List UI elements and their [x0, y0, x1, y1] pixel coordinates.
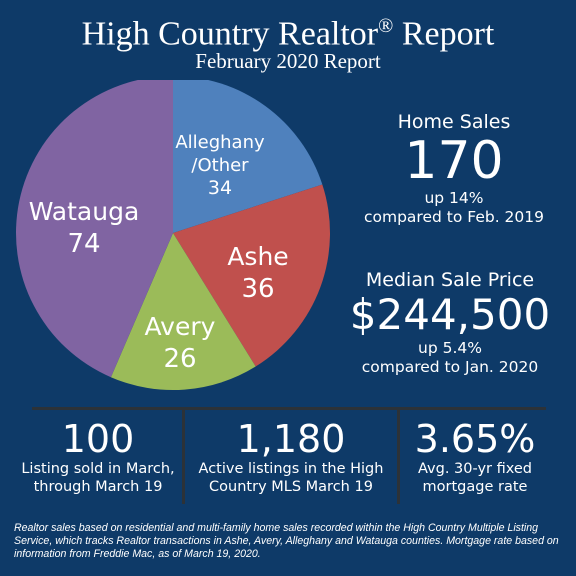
pie-slice-value: 36: [241, 274, 274, 304]
pie-slice-label: Alleghany/Other 34: [175, 132, 265, 199]
report-title-suffix: Report: [401, 15, 495, 53]
mortgage-rate-value: 3.65%: [414, 417, 536, 461]
active-listings-label-2: Country MLS March 19: [209, 479, 373, 495]
median-price-value: $244,500: [349, 290, 551, 339]
mortgage-rate-label-2: mortgage rate: [422, 479, 528, 495]
report-title: High Country Realtor® Report: [0, 6, 576, 54]
pie-slice-label: Ashe 36: [227, 242, 288, 304]
home-sales-heading: Home Sales: [397, 111, 511, 133]
pie-slice: [173, 184, 331, 367]
footnote: Realtor sales based on residential and m…: [14, 522, 559, 560]
median-price-comparison: compared to Jan. 2020: [361, 358, 539, 376]
pie-slice-label: Avery 26: [145, 312, 216, 374]
horizontal-divider: [32, 407, 546, 410]
vertical-divider-2: [397, 410, 400, 504]
median-price-change: up 5.4%: [418, 339, 482, 357]
pie-slice-value: 74: [67, 229, 100, 259]
mortgage-rate-label-1: Avg. 30-yr fixed: [417, 461, 533, 477]
home-sales-stat: Home Sales 170 up 14% compared to Feb. 2…: [350, 111, 558, 227]
report-subtitle: February 2020 Report: [195, 49, 381, 73]
median-price-stat: Median Sale Price $244,500 up 5.4% compa…: [336, 269, 564, 377]
registered-mark: ®: [378, 15, 394, 37]
home-sales-pie-chart: Alleghany/Other 34 Ashe 36 Avery 26 Watauga 74: [16, 80, 331, 390]
active-listings-label-1: Active listings in the High: [198, 461, 384, 477]
pie-slice-name: Avery: [145, 312, 216, 341]
listings-sold-value: 100: [61, 417, 135, 461]
home-sales-change: up 14%: [424, 189, 484, 207]
active-listings-value: 1,180: [236, 417, 346, 461]
pie-slice-label: Watauga 74: [29, 197, 140, 259]
pie-slice-value: 26: [163, 344, 196, 374]
home-sales-comparison: compared to Feb. 2019: [363, 208, 544, 226]
mortgage-rate-stat: 3.65% Avg. 30-yr fixed mortgage rate: [400, 418, 550, 496]
pie-slice: [110, 233, 256, 390]
pie-slice-name: Watauga: [29, 197, 140, 226]
listings-sold-label-2: through March 19: [33, 479, 163, 495]
pie-slice-name: Ashe: [227, 242, 288, 271]
listings-sold-label-1: Listing sold in March,: [21, 461, 175, 477]
active-listings-stat: 1,180 Active listings in the High Countr…: [186, 418, 396, 496]
pie-slice-name: Alleghany: [175, 132, 265, 153]
vertical-divider-1: [182, 410, 185, 504]
home-sales-value: 170: [404, 131, 504, 191]
median-price-heading: Median Sale Price: [365, 269, 535, 291]
report-title-text: High Country Realtor: [81, 15, 379, 53]
pie-slice: [16, 80, 173, 378]
pie-slice-name: /Other: [191, 155, 249, 176]
pie-slice-value: 34: [208, 177, 232, 199]
listings-sold-stat: 100 Listing sold in March, through March…: [14, 418, 182, 496]
pie-slice: [173, 80, 323, 233]
